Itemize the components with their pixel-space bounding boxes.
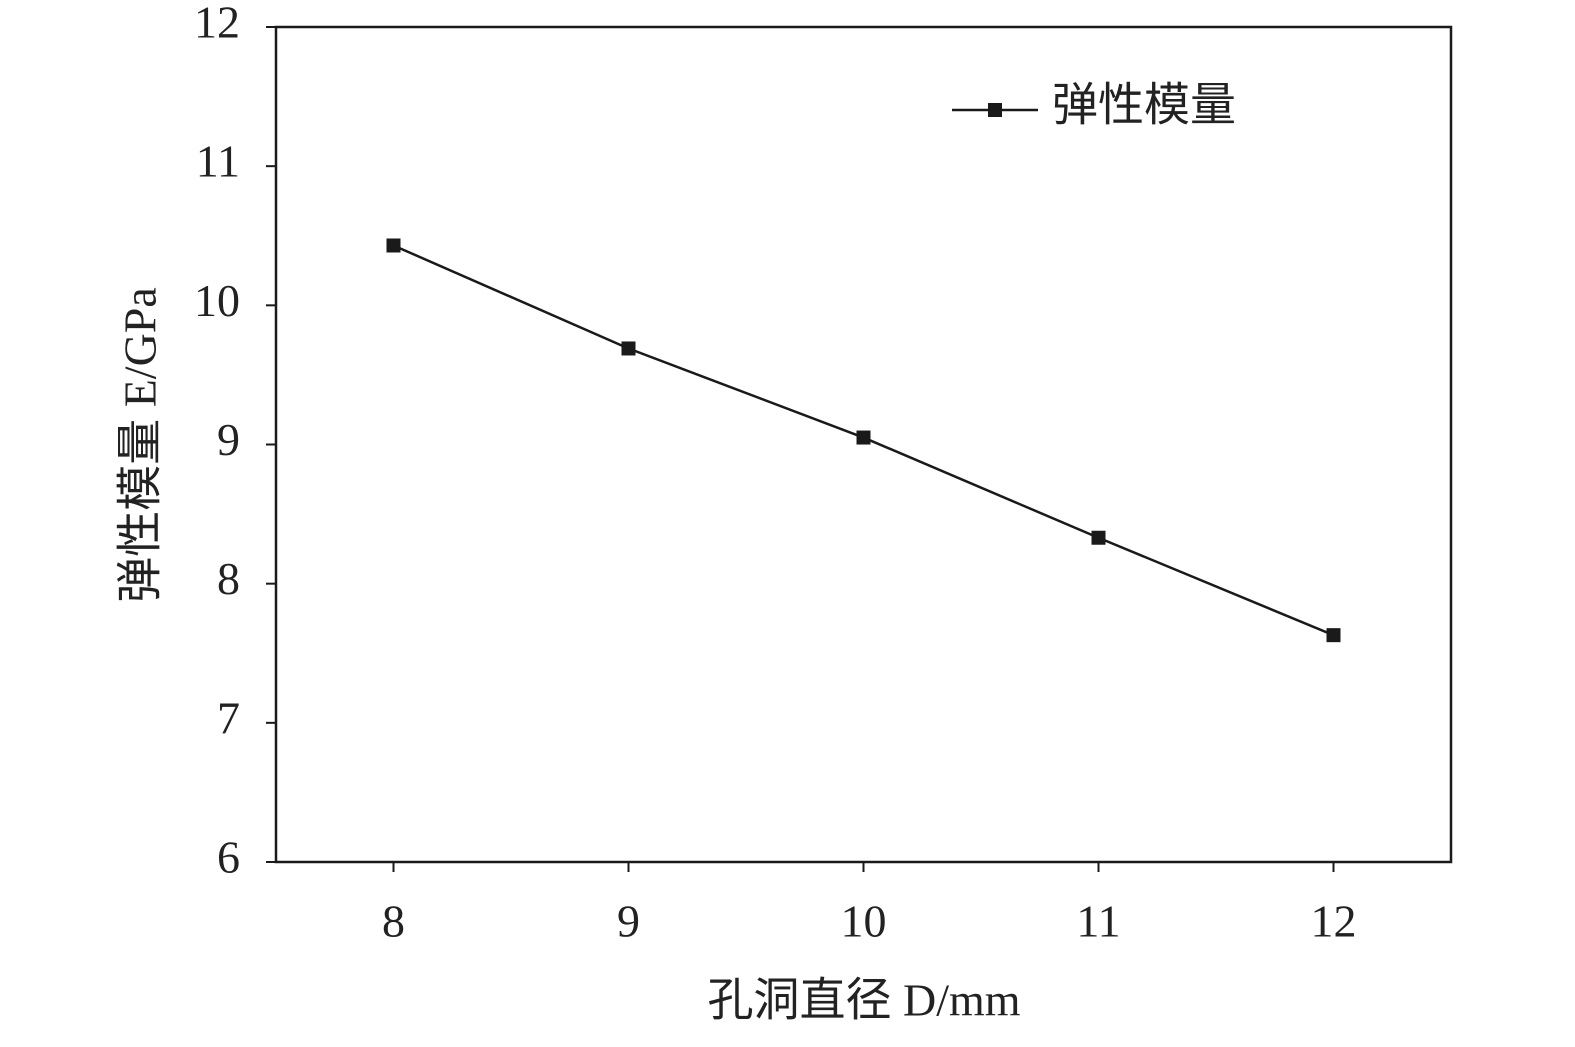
- x-tick-label: 9: [617, 896, 640, 947]
- x-tick-label: 10: [841, 896, 887, 947]
- y-tick-label: 8: [217, 553, 240, 604]
- x-tick-label: 12: [1311, 896, 1357, 947]
- point: [856, 430, 871, 445]
- x-axis-label: 孔洞直径 D/mm: [707, 975, 1020, 1026]
- x-tick-label: 8: [382, 896, 405, 947]
- legend-label: 弹性模量: [1052, 80, 1236, 131]
- point: [1326, 628, 1341, 643]
- y-tick-label: 12: [194, 0, 240, 48]
- x-tick-label: 11: [1076, 896, 1120, 947]
- point: [386, 238, 401, 253]
- y-tick-label: 11: [196, 136, 240, 187]
- y-tick-label: 6: [217, 832, 240, 883]
- point: [621, 341, 636, 356]
- y-tick-label: 7: [217, 692, 240, 743]
- point: [1091, 530, 1106, 545]
- y-tick-label: 9: [217, 414, 240, 465]
- y-tick-label: 10: [194, 275, 240, 326]
- y-axis-label: 弹性模量 E/GPa: [115, 287, 166, 603]
- legend-marker: [988, 103, 1002, 117]
